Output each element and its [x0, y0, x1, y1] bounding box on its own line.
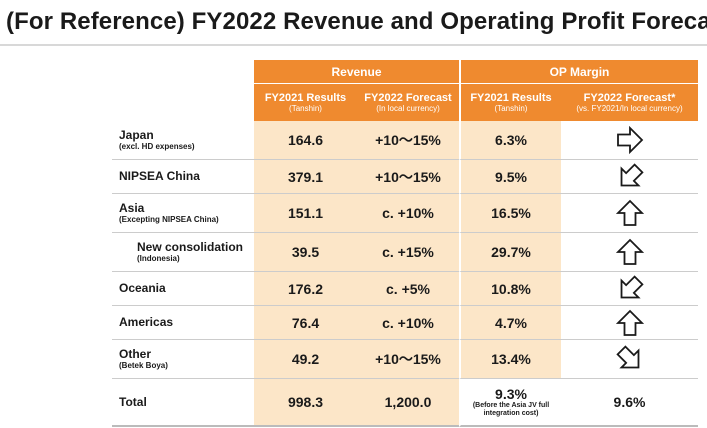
header-blank-sub	[112, 84, 254, 121]
arrow-down-right-icon	[620, 274, 644, 298]
fy2022-revenue-cell: +10〜15%	[357, 160, 459, 194]
title-divider	[0, 44, 707, 46]
fy2021-margin-cell: 10.8%	[459, 272, 561, 306]
col-header-fy2022-margin: FY2022 Forecast* (vs. FY2021/In local cur…	[561, 84, 698, 121]
col-header-fy2021-margin: FY2021 Results (Tanshin)	[459, 84, 561, 121]
fy2022-margin-trend-cell	[561, 272, 698, 306]
fy2021-margin-cell: 4.7%	[459, 306, 561, 340]
row-label: New consolidation (Indonesia)	[112, 233, 254, 272]
fy2022-revenue-cell: c. +15%	[357, 233, 459, 272]
row-label: Asia (Excepting NIPSEA China)	[112, 194, 254, 233]
fy2021-margin-cell: 6.3%	[459, 121, 561, 160]
header-blank	[112, 60, 254, 84]
fy2021-revenue-cell: 164.6	[254, 121, 357, 160]
total-fy2021-revenue: 998.3	[254, 379, 357, 427]
fy2021-margin-cell: 13.4%	[459, 340, 561, 379]
fy2021-margin-cell: 9.5%	[459, 160, 561, 194]
row-label: Other (Betek Boya)	[112, 340, 254, 379]
forecast-table: Revenue OP Margin FY2021 Results (Tanshin…	[112, 60, 698, 427]
revenue-group-header: Revenue	[254, 60, 459, 84]
arrow-down-icon	[615, 345, 639, 369]
fy2021-margin-cell: 16.5%	[459, 194, 561, 233]
row-label: Oceania	[112, 272, 254, 306]
col-header-fy2021-revenue: FY2021 Results (Tanshin)	[254, 84, 357, 121]
fy2022-margin-trend-cell	[561, 340, 698, 379]
fy2021-revenue-cell: 176.2	[254, 272, 357, 306]
total-margin-note: (Before the Asia JV full integration cos…	[472, 402, 550, 417]
fy2022-margin-trend-cell	[561, 233, 698, 272]
fy2021-revenue-cell: 76.4	[254, 306, 357, 340]
fy2021-revenue-cell: 379.1	[254, 160, 357, 194]
row-sublabel: (Betek Boya)	[119, 360, 168, 370]
arrow-down-right-icon	[620, 162, 644, 186]
col-header-fy2022-revenue: FY2022 Forecast (In local currency)	[357, 84, 459, 121]
table-row: Asia (Excepting NIPSEA China) 151.1 c. +10%…	[112, 194, 698, 233]
row-label: NIPSEA China	[112, 160, 254, 194]
fy2021-revenue-cell: 151.1	[254, 194, 357, 233]
arrow-right-icon	[616, 126, 643, 154]
row-sublabel: (excl. HD expenses)	[119, 141, 195, 151]
fy2022-margin-trend-cell	[561, 160, 698, 194]
fy2022-revenue-cell: c. +10%	[357, 194, 459, 233]
fy2022-margin-trend-cell	[561, 306, 698, 340]
row-label: Japan (excl. HD expenses)	[112, 121, 254, 160]
fy2022-margin-trend-cell	[561, 194, 698, 233]
row-sublabel: (Indonesia)	[137, 253, 180, 263]
total-fy2022-margin: 9.6%	[561, 379, 698, 427]
op-margin-group-header: OP Margin	[459, 60, 698, 84]
table-row: Americas 76.4 c. +10% 4.7%	[112, 306, 698, 340]
total-fy2022-revenue: 1,200.0	[357, 379, 459, 427]
table-row: Oceania 176.2 c. +5% 10.8%	[112, 272, 698, 306]
fy2021-margin-cell: 29.7%	[459, 233, 561, 272]
row-label: Americas	[112, 306, 254, 340]
row-label: Total	[112, 379, 254, 427]
table-row: NIPSEA China 379.1 +10〜15% 9.5%	[112, 160, 698, 194]
total-row: Total 998.3 1,200.0 9.3% (Before the Asi…	[112, 379, 698, 427]
arrow-up-icon	[615, 238, 644, 265]
fy2022-revenue-cell: +10〜15%	[357, 121, 459, 160]
row-sublabel: (Excepting NIPSEA China)	[119, 214, 219, 224]
fy2021-revenue-cell: 49.2	[254, 340, 357, 379]
total-fy2021-margin: 9.3% (Before the Asia JV full integratio…	[459, 379, 561, 427]
table-row: New consolidation (Indonesia) 39.5 c. +15% 2…	[112, 233, 698, 272]
page-title: (For Reference) FY2022 Revenue and Opera…	[6, 8, 707, 35]
fy2022-revenue-cell: +10〜15%	[357, 340, 459, 379]
fy2022-margin-trend-cell	[561, 121, 698, 160]
fy2022-revenue-cell: c. +10%	[357, 306, 459, 340]
arrow-up-icon	[615, 309, 644, 336]
arrow-up-icon	[615, 199, 644, 226]
table-row: Japan (excl. HD expenses) 164.6 +10〜15% 6.3%	[112, 121, 698, 160]
fy2021-revenue-cell: 39.5	[254, 233, 357, 272]
fy2022-revenue-cell: c. +5%	[357, 272, 459, 306]
table-row: Other (Betek Boya) 49.2 +10〜15% 13.4%	[112, 340, 698, 379]
